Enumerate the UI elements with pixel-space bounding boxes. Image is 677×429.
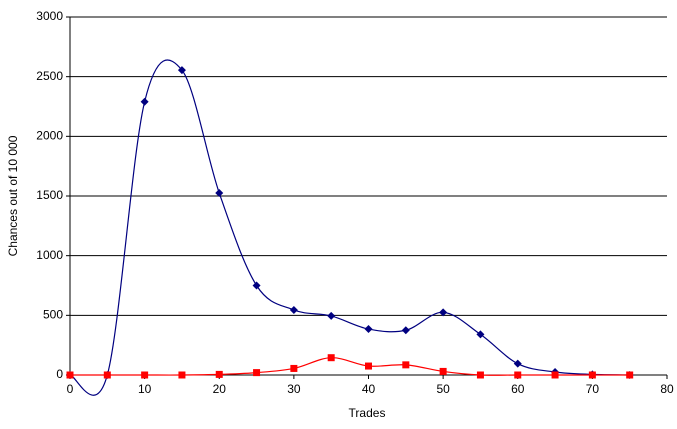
data-point [103, 371, 111, 379]
data-point [551, 371, 559, 379]
data-point [327, 354, 335, 362]
data-point [476, 330, 485, 339]
data-point [141, 371, 149, 379]
series-line [69, 59, 630, 396]
x-tick-label: 0 [67, 382, 74, 396]
x-axis-title: Trades [349, 406, 386, 420]
data-point [290, 364, 298, 372]
x-tick-label: 30 [287, 382, 301, 396]
x-tick-label: 20 [213, 382, 227, 396]
data-point [626, 371, 634, 379]
y-tick-label: 1000 [36, 248, 63, 262]
data-point [588, 371, 596, 379]
data-point [514, 371, 522, 379]
y-tick-label: 0 [56, 367, 63, 381]
x-tick-label: 40 [362, 382, 376, 396]
y-tick-label: 1500 [36, 188, 63, 202]
data-point [401, 326, 410, 335]
data-point [140, 97, 149, 106]
y-tick-label: 2500 [36, 69, 63, 83]
x-tick-label: 80 [660, 382, 674, 396]
data-point [365, 362, 372, 370]
data-point [253, 369, 261, 377]
data-point [439, 308, 448, 317]
y-tick-label: 2000 [36, 129, 63, 143]
data-point [513, 359, 522, 368]
data-point [327, 311, 336, 320]
data-point [439, 367, 447, 375]
x-tick-label: 70 [586, 382, 600, 396]
x-tick-label: 50 [436, 382, 450, 396]
data-point [178, 371, 186, 379]
data-point [364, 325, 373, 334]
data-point [215, 189, 224, 198]
data-point [215, 370, 223, 378]
series-line [70, 357, 630, 376]
y-axis-title: Chances out of 10 000 [6, 135, 20, 256]
data-point [476, 371, 484, 379]
data-point [402, 361, 410, 369]
data-point [66, 371, 74, 379]
y-tick-label: 3000 [36, 9, 63, 23]
x-tick-label: 10 [138, 382, 152, 396]
y-tick-label: 500 [43, 308, 63, 322]
data-point [252, 281, 261, 290]
x-tick-label: 60 [511, 382, 525, 396]
data-point [289, 305, 298, 314]
data-point [177, 66, 186, 75]
